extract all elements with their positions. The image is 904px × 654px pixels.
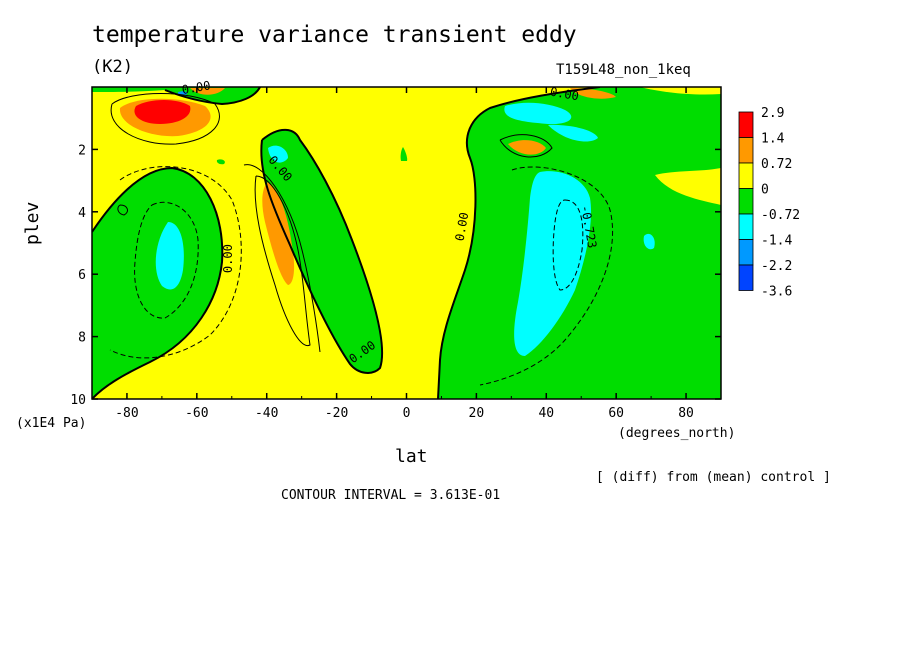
legend-label: -0.72 — [761, 208, 800, 223]
x-axis-label: lat — [395, 446, 428, 467]
legend-swatch — [738, 188, 754, 215]
region-cyan-nh-upper — [504, 102, 572, 125]
x-tick-label: 20 — [469, 406, 485, 421]
legend-label: 2.9 — [761, 106, 784, 121]
legend-swatch — [738, 213, 754, 240]
contour-neg-2 — [552, 199, 584, 291]
contour-zero-3 — [437, 87, 601, 399]
legend-swatch — [738, 239, 754, 266]
contour-neg-4 — [479, 166, 614, 386]
x-tick-label: 40 — [538, 406, 554, 421]
contour-pos-3 — [243, 164, 321, 353]
region-red-sh-upper — [134, 100, 191, 124]
contour-neg-1 — [134, 201, 199, 319]
region-neg-sh-mid — [261, 129, 383, 373]
contour-label: 0.00 — [549, 85, 580, 104]
contour-label: 0.00 — [181, 78, 212, 97]
region-green-spot-2 — [216, 159, 225, 165]
legend-label: -3.6 — [761, 285, 792, 300]
y-axis-label: plev — [22, 201, 43, 245]
diff-annotation: [ (diff) from (mean) control ] — [596, 470, 831, 485]
region-pos-nh-notch — [640, 87, 721, 95]
units-label: (K2) — [92, 57, 133, 77]
region-cyan-small-nh — [643, 233, 655, 250]
contour-pos-1 — [110, 93, 220, 145]
region-neg-sh-left — [92, 168, 223, 399]
legend-swatch — [738, 162, 754, 189]
contour-pos-4 — [499, 134, 553, 158]
region-cyan-sh — [155, 222, 184, 290]
contour-neg-3 — [109, 166, 242, 359]
axes-group: -80 -60 -40 -20 0 20 40 60 80 2 4 6 8 10 — [70, 87, 722, 421]
region-green-spot-1 — [400, 147, 408, 161]
region-cyan-sh-mid — [268, 145, 288, 163]
legend-swatch — [738, 264, 754, 291]
legend-label: 1.4 — [761, 132, 785, 147]
x-tick-label: -60 — [185, 406, 208, 421]
y-tick-label: 10 — [70, 393, 86, 408]
y-tick-label: 2 — [78, 143, 86, 158]
y-tick-label: 4 — [78, 206, 86, 221]
legend-swatch — [738, 137, 754, 164]
region-orange-nh-top — [570, 88, 616, 99]
x-tick-label: 60 — [608, 406, 624, 421]
region-orange-sh-mid — [262, 182, 295, 285]
region-pos-nh-patch — [655, 168, 721, 205]
chart-title: temperature variance transient eddy — [92, 22, 577, 48]
contour-label: 0.00 — [221, 244, 235, 273]
contour-zero-4 — [164, 87, 261, 106]
legend-swatch — [738, 111, 754, 138]
legend-label: -1.4 — [761, 234, 792, 249]
contour-pos-5 — [117, 204, 128, 216]
contour-zero-2 — [260, 128, 384, 374]
region-cyan-nh-mid — [548, 124, 598, 142]
legend-label: -2.2 — [761, 259, 792, 274]
contour-interval-label: CONTOUR INTERVAL = 3.613E-01 — [281, 488, 501, 503]
x-tick-label: 80 — [678, 406, 694, 421]
region-orange-nh — [508, 140, 546, 155]
y-tick-label: 6 — [78, 268, 86, 283]
region-orange-top — [190, 88, 225, 95]
y-tick-label: 8 — [78, 331, 86, 346]
color-legend: 2.9 1.4 0.72 0 -0.72 -1.4 -2.2 -3.6 — [738, 106, 800, 300]
y-units-label: (x1E4 Pa) — [16, 416, 87, 431]
x-tick-label: -20 — [325, 406, 348, 421]
contour-label: 0.00 — [453, 211, 472, 242]
run-label: T159L48_non_1keq — [556, 62, 691, 78]
contour-zero-1 — [92, 166, 224, 399]
legend-label: 0.72 — [761, 157, 792, 172]
x-tick-label: -80 — [115, 406, 138, 421]
x-tick-label: 0 — [403, 406, 411, 421]
x-tick-label: -40 — [255, 406, 278, 421]
x-units-label: (degrees_north) — [618, 426, 736, 441]
contour-pos-2 — [254, 175, 311, 346]
legend-label: 0 — [761, 183, 769, 198]
region-cyan-nh-main — [514, 171, 592, 356]
